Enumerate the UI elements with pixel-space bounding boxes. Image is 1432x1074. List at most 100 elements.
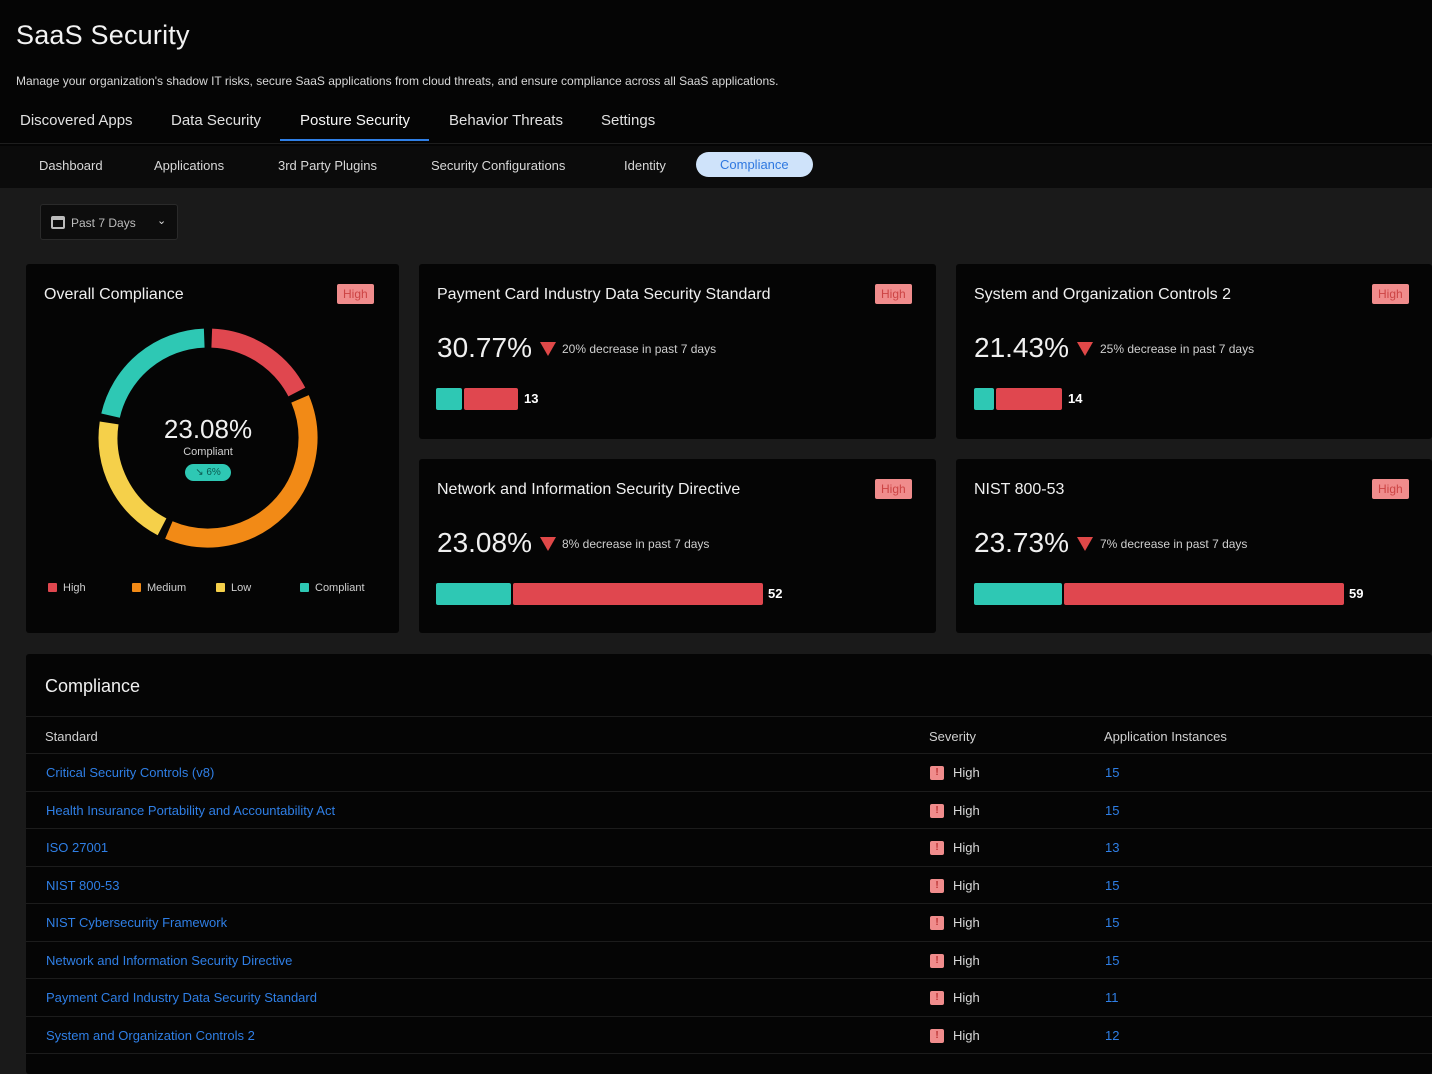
instances-link[interactable]: 11 <box>1105 990 1119 1005</box>
overall-compliance-card: Overall Compliance High 23.08% Compliant… <box>26 264 399 633</box>
page-header: SaaS Security Manage your organization's… <box>0 0 1432 188</box>
column-header-severity[interactable]: Severity <box>929 729 976 744</box>
legend-item-compliant: Compliant <box>300 582 365 594</box>
compliance-table-card: Compliance Standard Severity Application… <box>26 654 1432 1074</box>
standard-link[interactable]: Network and Information Security Directi… <box>46 952 293 968</box>
card-title: NIST 800-53 <box>974 481 1065 498</box>
subtab-dashboard[interactable]: Dashboard <box>39 158 103 173</box>
legend-swatch <box>300 583 309 592</box>
change-text: 8% decrease in past 7 days <box>562 537 710 551</box>
standard-link[interactable]: Critical Security Controls (v8) <box>46 765 215 780</box>
severity-alert-icon: ! <box>930 878 944 893</box>
severity-alert-icon: ! <box>930 916 944 930</box>
time-range-dropdown[interactable]: Past 7 Days ⌄ <box>40 204 178 240</box>
standard-link[interactable]: Health Insurance Portability and Account… <box>46 802 336 818</box>
overall-percent-label: Compliant <box>183 446 233 458</box>
trend-down-icon: ↘ <box>195 467 207 478</box>
table-title: Compliance <box>45 676 141 696</box>
standard-link[interactable]: ISO 27001 <box>46 840 109 855</box>
instances-link[interactable]: 15 <box>1105 915 1120 930</box>
donut-segment-low <box>98 421 167 536</box>
instances-link[interactable]: 15 <box>1105 877 1120 893</box>
table-row: Payment Card Industry Data Security Stan… <box>26 979 1432 1017</box>
subtab-identity[interactable]: Identity <box>624 158 666 173</box>
subtab-compliance[interactable]: Compliance <box>696 152 813 177</box>
standard-card-soc2[interactable]: System and Organization Controls 2 High … <box>956 264 1432 439</box>
decrease-arrow-icon <box>1077 537 1093 551</box>
noncompliant-segment <box>1064 583 1344 605</box>
tab-posture-security[interactable]: Posture Security <box>280 112 430 141</box>
bar-count: 14 <box>1068 391 1083 406</box>
tab-discovered-apps[interactable]: Discovered Apps <box>20 112 133 129</box>
severity-text: High <box>953 802 980 818</box>
tab-data-security[interactable]: Data Security <box>171 112 262 129</box>
standard-link[interactable]: Payment Card Industry Data Security Stan… <box>46 990 317 1005</box>
standard-link[interactable]: System and Organization Controls 2 <box>46 1027 255 1043</box>
subtab-security-configurations[interactable]: Security Configurations <box>431 158 566 173</box>
app-description: Manage your organization's shadow IT ris… <box>16 74 779 88</box>
standard-card-nist-800-53[interactable]: NIST 800-53 High 23.73% 7% decrease in p… <box>956 459 1432 633</box>
compliance-percent: 21.43% <box>974 332 1069 363</box>
card-title: System and Organization Controls 2 <box>974 286 1232 303</box>
sub-tabs: Dashboard Applications 3rd Party Plugins… <box>0 146 1432 188</box>
app-title: SaaS Security <box>16 20 190 50</box>
instances-link[interactable]: 15 <box>1105 952 1120 968</box>
compliance-bar <box>974 388 1062 410</box>
severity-text: High <box>953 877 980 893</box>
legend-label: High <box>63 582 86 594</box>
severity-alert-icon: ! <box>930 841 944 855</box>
trend-value: 6% <box>206 467 221 478</box>
donut-center: 23.08% Compliant ↘ 6% <box>138 414 278 481</box>
calendar-icon <box>51 216 65 229</box>
card-title: Network and Information Security Directi… <box>437 481 741 498</box>
instances-link[interactable]: 12 <box>1105 1027 1120 1043</box>
bar-count: 13 <box>524 391 539 406</box>
decrease-arrow-icon <box>540 537 556 551</box>
severity-badge: High <box>337 284 374 304</box>
instances-link[interactable]: 15 <box>1105 802 1120 818</box>
subtab-3rd-party-plugins[interactable]: 3rd Party Plugins <box>278 158 377 173</box>
severity-alert-icon: ! <box>930 1028 944 1043</box>
legend-label: Low <box>231 582 252 594</box>
legend-swatch <box>48 583 57 592</box>
standard-link[interactable]: NIST Cybersecurity Framework <box>46 915 228 930</box>
compliant-segment <box>974 388 994 410</box>
severity-text: High <box>953 765 980 780</box>
instances-link[interactable]: 15 <box>1105 765 1120 780</box>
time-range-label: Past 7 Days <box>71 216 136 230</box>
legend-item-low: Low <box>216 582 251 594</box>
column-header-standard[interactable]: Standard <box>45 729 98 744</box>
table-header: Standard Severity Application Instances <box>26 716 1432 754</box>
donut-segment-medium <box>165 395 318 548</box>
legend-label: Medium <box>147 582 187 594</box>
tab-settings[interactable]: Settings <box>601 112 656 129</box>
compliance-percent: 23.73% <box>974 527 1069 558</box>
bar-count: 52 <box>768 586 783 601</box>
severity-alert-icon: ! <box>930 766 944 780</box>
legend-swatch <box>216 583 225 592</box>
donut-segment-high <box>211 328 306 397</box>
severity-text: High <box>953 952 980 968</box>
compliance-bar <box>436 388 518 410</box>
legend-item-high: High <box>48 582 86 594</box>
standard-card-pci[interactable]: Payment Card Industry Data Security Stan… <box>419 264 936 439</box>
tab-behavior-threats[interactable]: Behavior Threats <box>449 112 563 129</box>
noncompliant-segment <box>995 388 1062 410</box>
main-tabs: Discovered Apps Data Security Posture Se… <box>0 104 1432 144</box>
column-header-instances[interactable]: Application Instances <box>1104 729 1227 744</box>
decrease-arrow-icon <box>540 342 556 356</box>
severity-badge: High <box>875 479 912 499</box>
donut-segment-compliant <box>101 328 205 418</box>
severity-badge: High <box>875 284 912 304</box>
standard-link[interactable]: NIST 800-53 <box>46 877 120 893</box>
table-row: ISO 27001 ! High 13 <box>26 829 1432 867</box>
subtab-applications[interactable]: Applications <box>154 158 225 173</box>
change-text: 25% decrease in past 7 days <box>1100 342 1255 356</box>
change-text: 7% decrease in past 7 days <box>1100 537 1248 551</box>
standard-card-nis[interactable]: Network and Information Security Directi… <box>419 459 936 633</box>
table-row: System and Organization Controls 2 ! Hig… <box>26 1017 1432 1054</box>
card-title: Overall Compliance <box>44 286 184 303</box>
compliance-donut-chart <box>98 328 318 548</box>
legend-label: Compliant <box>315 582 365 594</box>
instances-link[interactable]: 13 <box>1105 840 1120 855</box>
